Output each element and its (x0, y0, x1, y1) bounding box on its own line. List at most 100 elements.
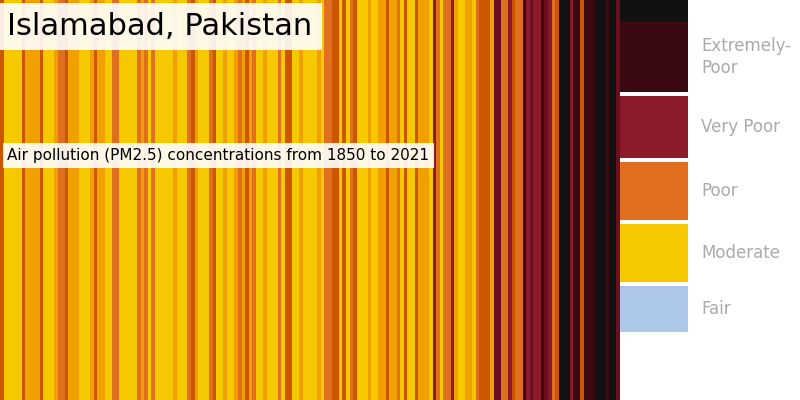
Bar (573, 0, 577, 400)
Bar (65, 0, 69, 400)
Text: Fair: Fair (701, 300, 730, 318)
Bar (562, 0, 566, 400)
Bar (54, 0, 58, 400)
Bar (462, 0, 465, 400)
Bar (580, 0, 584, 400)
Bar (299, 0, 302, 400)
Bar (522, 0, 526, 400)
Bar (508, 0, 512, 400)
Bar (180, 0, 184, 400)
Bar (158, 0, 162, 400)
Bar (115, 0, 119, 400)
Bar (620, 22, 688, 92)
Bar (354, 0, 357, 400)
Bar (126, 0, 130, 400)
Bar (198, 0, 202, 400)
Bar (602, 0, 606, 400)
Bar (429, 0, 433, 400)
Bar (558, 0, 562, 400)
Bar (335, 0, 339, 400)
Bar (469, 0, 472, 400)
Bar (422, 0, 426, 400)
Text: Islamabad, Pakistan: Islamabad, Pakistan (7, 12, 313, 41)
Bar (18, 0, 22, 400)
Bar (537, 0, 541, 400)
Bar (36, 0, 40, 400)
Bar (584, 0, 587, 400)
Bar (534, 0, 537, 400)
Bar (223, 0, 227, 400)
Bar (242, 0, 245, 400)
Bar (22, 0, 26, 400)
Bar (47, 0, 50, 400)
Bar (62, 0, 65, 400)
Bar (479, 0, 483, 400)
Bar (515, 0, 519, 400)
Bar (274, 0, 278, 400)
Bar (620, 220, 688, 224)
Bar (620, 162, 688, 220)
Bar (130, 0, 134, 400)
Bar (86, 0, 90, 400)
Bar (541, 0, 544, 400)
Bar (122, 0, 126, 400)
Text: Poor: Poor (701, 182, 738, 200)
Bar (598, 0, 602, 400)
Bar (454, 0, 458, 400)
Bar (14, 0, 18, 400)
Bar (26, 0, 29, 400)
Bar (328, 0, 332, 400)
Bar (4, 0, 7, 400)
Bar (249, 0, 252, 400)
Bar (512, 0, 515, 400)
Bar (548, 0, 551, 400)
Bar (108, 0, 112, 400)
Bar (414, 0, 418, 400)
Text: Moderate: Moderate (701, 244, 780, 262)
Bar (69, 0, 72, 400)
Bar (616, 0, 620, 400)
Text: Extremely-
Poor: Extremely- Poor (701, 37, 791, 77)
Bar (375, 0, 378, 400)
Bar (306, 0, 310, 400)
Bar (230, 0, 234, 400)
Bar (400, 0, 404, 400)
Bar (266, 0, 270, 400)
Bar (98, 0, 101, 400)
Bar (295, 0, 299, 400)
Bar (33, 0, 36, 400)
Bar (620, 92, 688, 96)
Bar (346, 0, 350, 400)
Bar (141, 0, 144, 400)
Bar (577, 0, 580, 400)
Bar (238, 0, 242, 400)
Bar (259, 0, 263, 400)
Bar (357, 0, 361, 400)
Bar (151, 0, 155, 400)
Bar (170, 0, 173, 400)
Bar (256, 0, 259, 400)
Bar (411, 0, 414, 400)
Bar (620, 224, 688, 282)
Bar (620, 282, 688, 286)
Bar (40, 0, 43, 400)
Bar (29, 0, 33, 400)
Bar (191, 0, 194, 400)
Bar (90, 0, 94, 400)
Bar (177, 0, 180, 400)
Bar (209, 0, 213, 400)
Bar (285, 0, 288, 400)
Bar (440, 0, 443, 400)
Bar (94, 0, 98, 400)
Bar (0, 0, 4, 400)
Bar (332, 0, 335, 400)
Bar (187, 0, 191, 400)
Bar (278, 0, 281, 400)
Bar (490, 0, 494, 400)
Bar (526, 0, 530, 400)
Bar (613, 0, 616, 400)
Bar (476, 0, 479, 400)
Bar (371, 0, 375, 400)
Bar (101, 0, 105, 400)
Bar (551, 0, 555, 400)
